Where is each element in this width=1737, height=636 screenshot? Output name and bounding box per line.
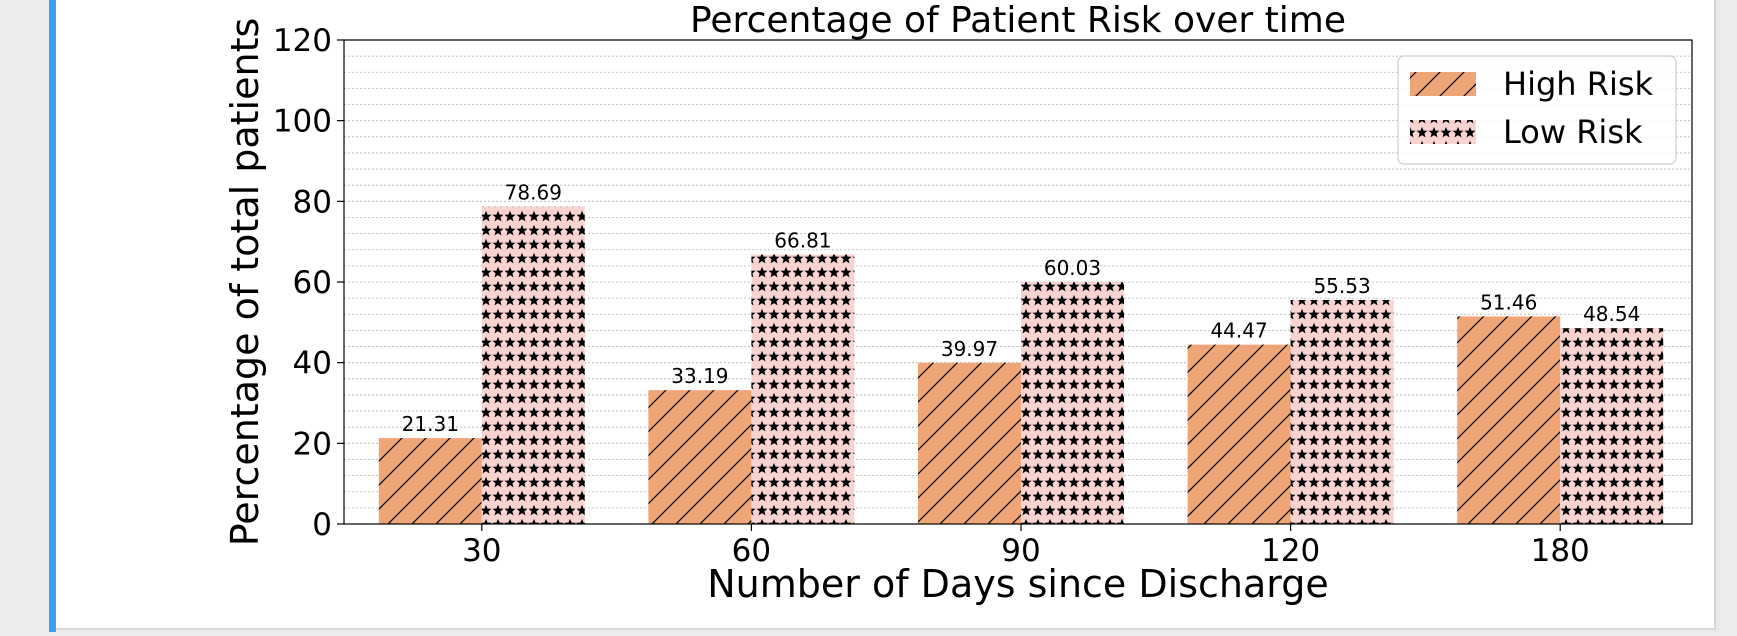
x-tick-label: 120 (1261, 533, 1320, 569)
bar-high-risk (648, 390, 752, 524)
x-tick-label: 30 (462, 533, 501, 569)
bar-high-risk (378, 438, 482, 524)
bar-low-risk (1021, 281, 1124, 524)
accent-bar (49, 0, 56, 632)
y-tick-label: 60 (293, 265, 332, 301)
bar-low-risk (751, 254, 855, 524)
y-tick-label: 0 (312, 507, 332, 543)
bar-value-label: 60.03 (1044, 256, 1101, 280)
y-tick-label: 40 (293, 346, 332, 382)
y-tick-label: 80 (293, 184, 332, 220)
bar-value-label: 51.46 (1480, 290, 1537, 314)
bar-high-risk (1187, 344, 1291, 524)
bar-value-label: 21.31 (402, 412, 459, 436)
x-axis-ticks: 30 60 90 120 180 (462, 524, 1590, 569)
x-tick-label: 90 (1001, 533, 1040, 569)
bar-high-risk (1457, 316, 1561, 524)
x-axis-label: Number of Days since Discharge (707, 562, 1328, 606)
y-tick-label: 20 (293, 426, 332, 462)
y-axis-ticks: 0 20 40 60 80 100 120 (273, 23, 344, 543)
legend-label-low-risk: Low Risk (1503, 113, 1643, 151)
bar-low-risk (1290, 300, 1394, 524)
y-tick-label: 100 (273, 104, 332, 140)
legend-swatch-high-risk (1410, 72, 1476, 96)
y-axis-label: Percentage of total patients (223, 18, 267, 547)
bar-value-label: 33.19 (671, 364, 728, 388)
bar-low-risk (1560, 328, 1664, 524)
bar-low-risk (481, 206, 585, 524)
bar-value-label: 66.81 (774, 229, 831, 253)
x-tick-label: 60 (732, 533, 771, 569)
x-tick-label: 180 (1531, 533, 1590, 569)
legend-label-high-risk: High Risk (1503, 65, 1654, 103)
bars (378, 206, 1664, 524)
bar-high-risk (918, 362, 1021, 524)
bar-value-label: 55.53 (1313, 274, 1370, 298)
bar-value-label: 39.97 (941, 337, 998, 361)
chart-title: Percentage of Patient Risk over time (690, 0, 1346, 41)
data-labels: 21.31 78.69 33.19 66.81 39.97 60.03 44.47 55.53… (402, 181, 1641, 436)
y-tick-label: 120 (273, 23, 332, 59)
legend: High Risk Low Risk (1397, 55, 1677, 165)
bar-value-label: 78.69 (505, 181, 562, 205)
legend-swatch-low-risk (1410, 120, 1476, 144)
bar-value-label: 48.54 (1583, 302, 1640, 326)
bar-value-label: 44.47 (1210, 319, 1267, 343)
